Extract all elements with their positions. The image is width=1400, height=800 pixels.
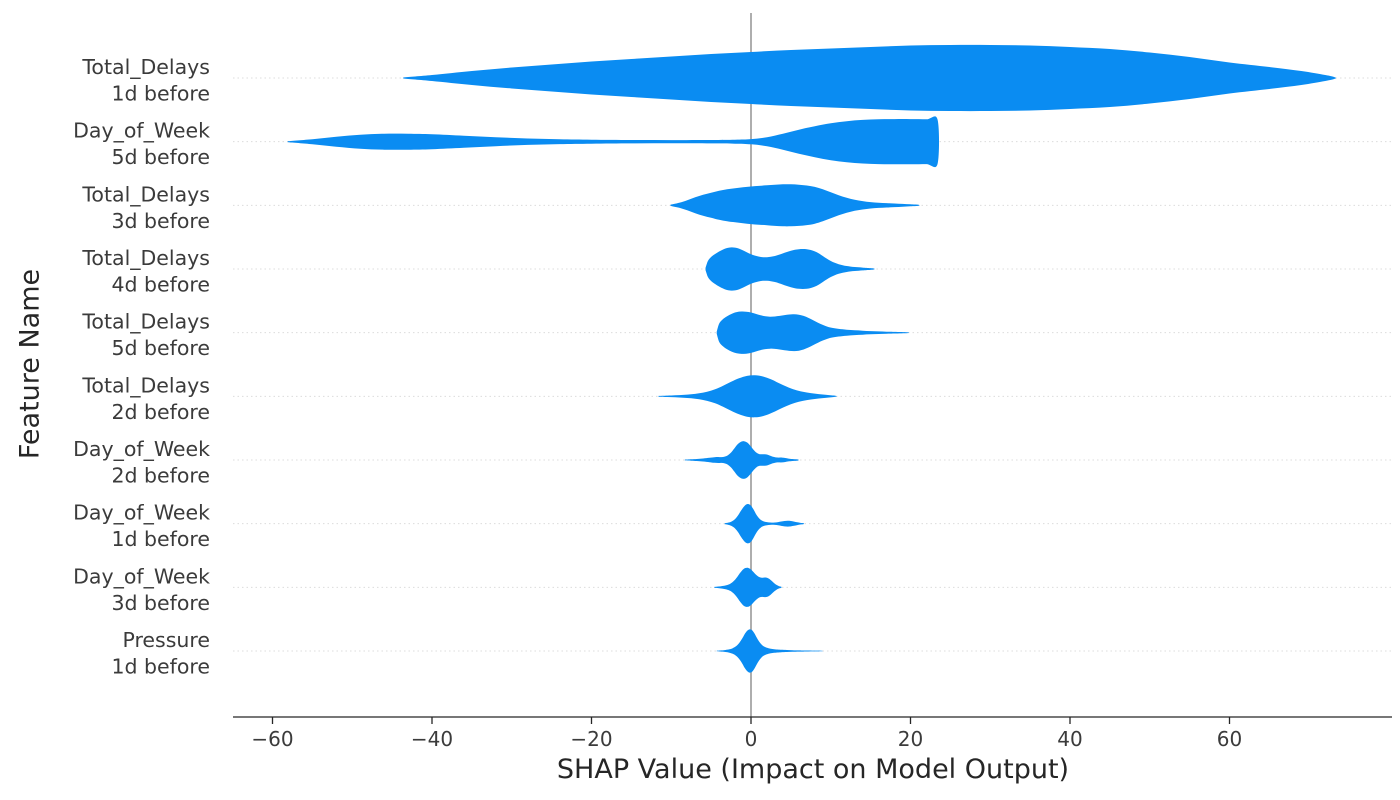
violin-day-of-week-5d-before xyxy=(287,116,940,168)
y-axis-label: Feature Name xyxy=(14,268,46,460)
y-tick-label: Pressure 1d before xyxy=(111,628,210,679)
x-tick-label: 20 xyxy=(898,727,923,751)
y-tick-label: Day_of_Week 3d before xyxy=(73,564,210,615)
violin-total-delays-4d-before xyxy=(705,247,875,291)
violin-total-delays-5d-before xyxy=(716,311,909,354)
y-tick-label: Total_Delays 5d before xyxy=(81,310,210,361)
x-tick-label: 60 xyxy=(1217,727,1242,751)
y-tick-label: Total_Delays 3d before xyxy=(81,182,210,233)
y-tick-label: Day_of_Week 1d before xyxy=(73,501,210,552)
violin-total-delays-3d-before xyxy=(670,184,920,227)
x-tick-label: −60 xyxy=(251,727,293,751)
violin-total-delays-2d-before xyxy=(658,375,837,418)
y-tick-label: Total_Delays 1d before xyxy=(81,55,210,106)
y-tick-label: Day_of_Week 2d before xyxy=(73,437,210,488)
y-tick-label: Total_Delays 2d before xyxy=(81,373,210,424)
x-tick-label: 40 xyxy=(1057,727,1082,751)
x-tick-label: −40 xyxy=(411,727,453,751)
violin-day-of-week-1d-before xyxy=(724,504,805,544)
y-tick-label: Day_of_Week 5d before xyxy=(73,119,210,170)
violin-day-of-week-2d-before xyxy=(684,441,799,479)
violin-total-delays-1d-before xyxy=(403,44,1336,112)
violin-pressure-1d-before xyxy=(716,629,823,673)
violin-day-of-week-3d-before xyxy=(714,567,782,607)
x-tick-label: −20 xyxy=(570,727,612,751)
x-tick-label: 0 xyxy=(745,727,758,751)
x-axis-label: SHAP Value (Impact on Model Output) xyxy=(556,754,1070,785)
y-tick-label: Total_Delays 4d before xyxy=(81,246,210,297)
